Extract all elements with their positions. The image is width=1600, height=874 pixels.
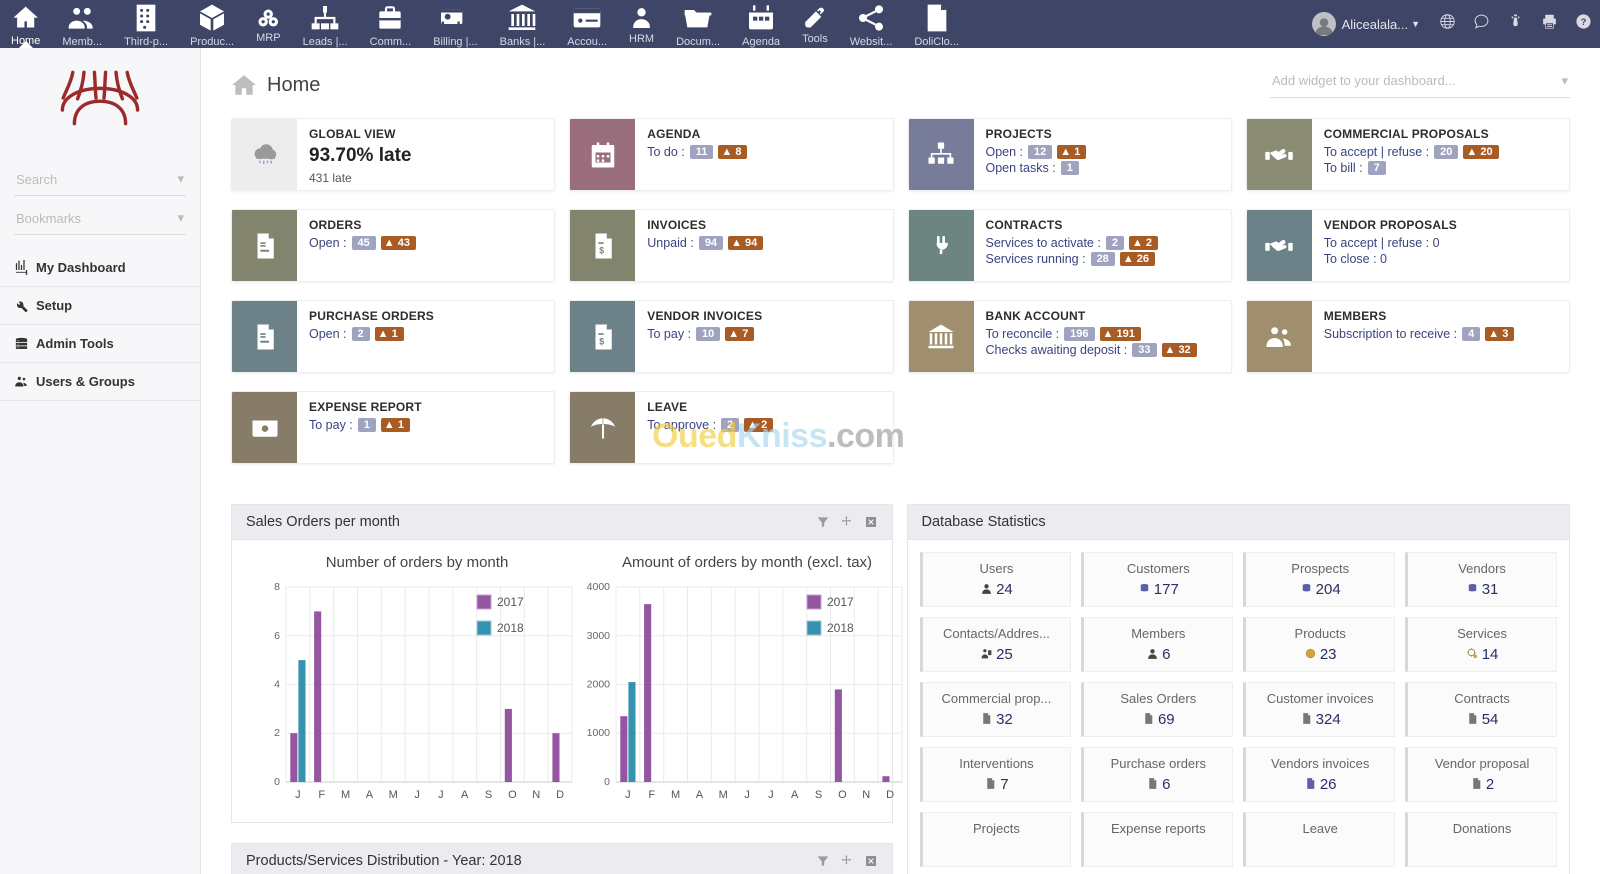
- svg-text:4: 4: [274, 679, 280, 691]
- svg-text:J: J: [625, 789, 631, 801]
- svg-text:F: F: [648, 789, 655, 801]
- svg-text:O: O: [838, 789, 847, 801]
- svg-text:0: 0: [274, 776, 280, 788]
- svg-text:N: N: [862, 789, 870, 801]
- svg-text:2017: 2017: [497, 595, 524, 609]
- svg-text:M: M: [671, 789, 680, 801]
- svg-text:M: M: [719, 789, 728, 801]
- svg-text:?: ?: [1580, 17, 1586, 27]
- svg-text:2000: 2000: [587, 679, 611, 691]
- svg-text:D: D: [556, 789, 564, 801]
- svg-text:D: D: [886, 789, 894, 801]
- svg-text:A: A: [461, 789, 469, 801]
- svg-text:3000: 3000: [587, 630, 611, 642]
- svg-text:2017: 2017: [827, 595, 854, 609]
- svg-text:A: A: [791, 789, 799, 801]
- svg-text:J: J: [295, 789, 301, 801]
- svg-text:A: A: [366, 789, 374, 801]
- svg-text:0: 0: [604, 776, 610, 788]
- svg-text:J: J: [744, 789, 750, 801]
- svg-text:O: O: [508, 789, 517, 801]
- svg-text:J: J: [768, 789, 774, 801]
- svg-text:4000: 4000: [587, 581, 611, 593]
- svg-text:$: $: [599, 336, 604, 346]
- svg-text:N: N: [532, 789, 540, 801]
- svg-text:M: M: [341, 789, 350, 801]
- svg-text:8: 8: [274, 581, 280, 593]
- svg-text:1000: 1000: [587, 727, 611, 739]
- svg-text:F: F: [318, 789, 325, 801]
- svg-text:S: S: [815, 789, 822, 801]
- svg-text:A: A: [696, 789, 704, 801]
- svg-text:M: M: [389, 789, 398, 801]
- svg-text:S: S: [485, 789, 492, 801]
- svg-text:2018: 2018: [497, 621, 524, 635]
- svg-text:6: 6: [274, 630, 280, 642]
- svg-text:2: 2: [274, 727, 280, 739]
- svg-text:2018: 2018: [827, 621, 854, 635]
- svg-text:J: J: [414, 789, 420, 801]
- svg-text:J: J: [438, 789, 444, 801]
- svg-text:$: $: [599, 245, 604, 255]
